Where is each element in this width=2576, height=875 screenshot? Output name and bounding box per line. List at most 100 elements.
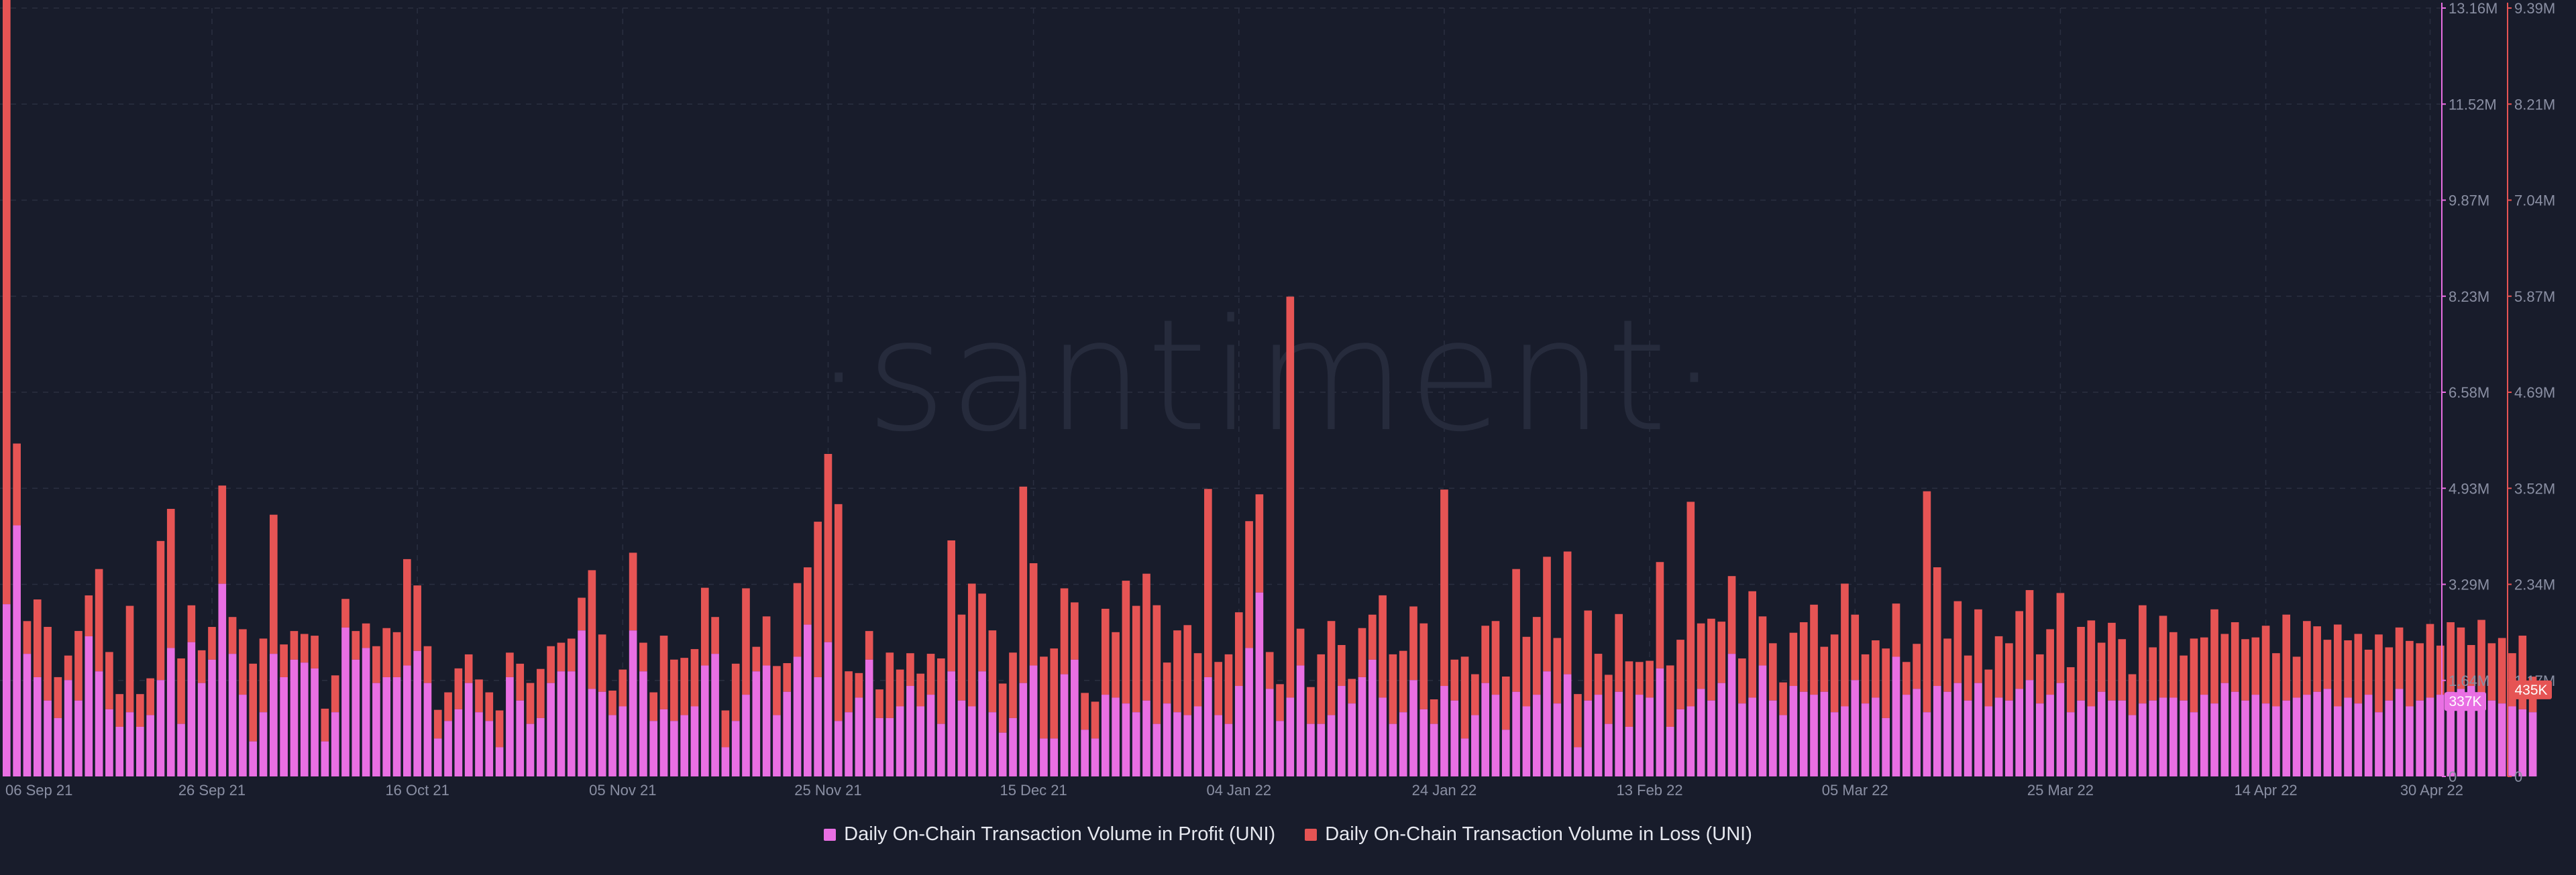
bar-loss[interactable] [2395,627,2404,689]
bar-loss[interactable] [578,597,586,631]
bar-profit[interactable] [1820,691,1829,776]
bar-loss[interactable] [1872,640,1880,698]
bar-loss[interactable] [433,709,442,739]
bar-profit[interactable] [2406,706,2414,776]
bar-loss[interactable] [1625,661,1633,727]
bar-loss[interactable] [33,599,42,677]
bar-loss[interactable] [1923,491,1931,713]
bar-profit[interactable] [239,695,247,776]
bar-loss[interactable] [1132,605,1140,713]
bar-loss[interactable] [177,658,185,724]
bar-profit[interactable] [2364,695,2373,776]
bar-loss[interactable] [557,642,566,672]
bar-profit[interactable] [680,715,688,776]
bar-profit[interactable] [1707,700,1715,776]
bar-profit[interactable] [1872,697,1880,776]
bar-loss[interactable] [1974,609,1982,683]
bar-loss[interactable] [670,659,678,721]
bar-loss[interactable] [13,443,21,526]
bar-loss[interactable] [321,708,329,742]
bar-loss[interactable] [1481,626,1489,683]
bar-profit[interactable] [1841,706,1849,776]
bar-profit[interactable] [218,583,227,776]
bar-profit[interactable] [1543,671,1551,776]
bar-loss[interactable] [988,630,997,713]
bar-profit[interactable] [1522,706,1531,776]
bar-loss[interactable] [1379,595,1387,698]
bar-loss[interactable] [1902,662,1911,695]
bar-loss[interactable] [1019,486,1028,683]
bar-loss[interactable] [2077,626,2085,701]
bar-profit[interactable] [2436,695,2445,776]
bar-loss[interactable] [136,694,144,727]
bar-profit[interactable] [95,671,103,776]
bar-profit[interactable] [639,671,647,776]
bar-loss[interactable] [249,663,258,742]
bar-profit[interactable] [2323,689,2332,776]
bar-profit[interactable] [290,659,299,776]
bar-profit[interactable] [403,665,411,776]
bar-profit[interactable] [1902,695,1911,776]
bar-profit[interactable] [2097,691,2106,776]
bar-loss[interactable] [2436,645,2445,695]
bar-profit[interactable] [423,683,432,776]
bar-loss[interactable] [1563,551,1572,675]
bar-loss[interactable] [1163,662,1171,704]
bar-profit[interactable] [875,717,883,776]
bar-loss[interactable] [1933,567,1941,687]
bar-profit[interactable] [156,680,165,776]
bar-loss[interactable] [834,504,843,721]
bar-profit[interactable] [506,677,514,776]
bar-profit[interactable] [2395,689,2404,776]
bar-profit[interactable] [208,659,216,776]
bar-loss[interactable] [855,673,863,698]
bar-profit[interactable] [1861,703,1870,776]
bar-profit[interactable] [752,671,761,776]
bar-profit[interactable] [1553,703,1562,776]
bar-loss[interactable] [567,638,576,672]
bar-profit[interactable] [1255,592,1264,776]
bar-loss[interactable] [1338,645,1346,687]
bar-profit[interactable] [125,712,134,776]
bar-profit[interactable] [1830,712,1839,776]
bar-profit[interactable] [454,709,463,776]
bar-loss[interactable] [516,663,525,701]
bar-profit[interactable] [1173,712,1181,776]
bar-loss[interactable] [1040,656,1048,739]
bar-loss[interactable] [526,683,535,724]
bar-loss[interactable] [1882,648,1890,718]
bar-profit[interactable] [2190,712,2198,776]
bar-loss[interactable] [957,614,966,701]
bar-profit[interactable] [2508,706,2516,776]
bar-loss[interactable] [2210,609,2218,704]
bar-profit[interactable] [495,747,504,776]
bar-profit[interactable] [2282,700,2291,776]
bar-profit[interactable] [1019,683,1028,776]
bar-loss[interactable] [2457,627,2465,689]
bar-loss[interactable] [814,522,822,677]
bar-loss[interactable] [454,668,463,709]
bar-loss[interactable] [413,585,421,651]
bar-loss[interactable] [444,692,452,721]
bar-loss[interactable] [1112,632,1120,698]
bar-loss[interactable] [280,644,288,677]
bar-profit[interactable] [392,677,401,776]
bar-profit[interactable] [1152,723,1161,776]
bar-loss[interactable] [1851,614,1860,681]
bar-profit[interactable] [978,671,986,776]
bar-profit[interactable] [2241,700,2249,776]
bar-loss[interactable] [2406,640,2414,707]
bar-loss[interactable] [1389,654,1397,724]
bar-profit[interactable] [1563,674,1572,776]
bar-profit[interactable] [3,604,11,776]
bar-profit[interactable] [824,642,833,776]
bar-profit[interactable] [2528,712,2537,776]
legend-item-loss[interactable]: Daily On-Chain Transaction Volume in Los… [1305,823,1752,845]
bar-loss[interactable] [2508,653,2516,707]
bar-profit[interactable] [1317,723,1326,776]
bar-profit[interactable] [2457,689,2465,776]
bar-profit[interactable] [1276,721,1284,776]
bar-profit[interactable] [2518,709,2527,776]
bar-loss[interactable] [187,605,196,642]
bar-profit[interactable] [475,712,483,776]
